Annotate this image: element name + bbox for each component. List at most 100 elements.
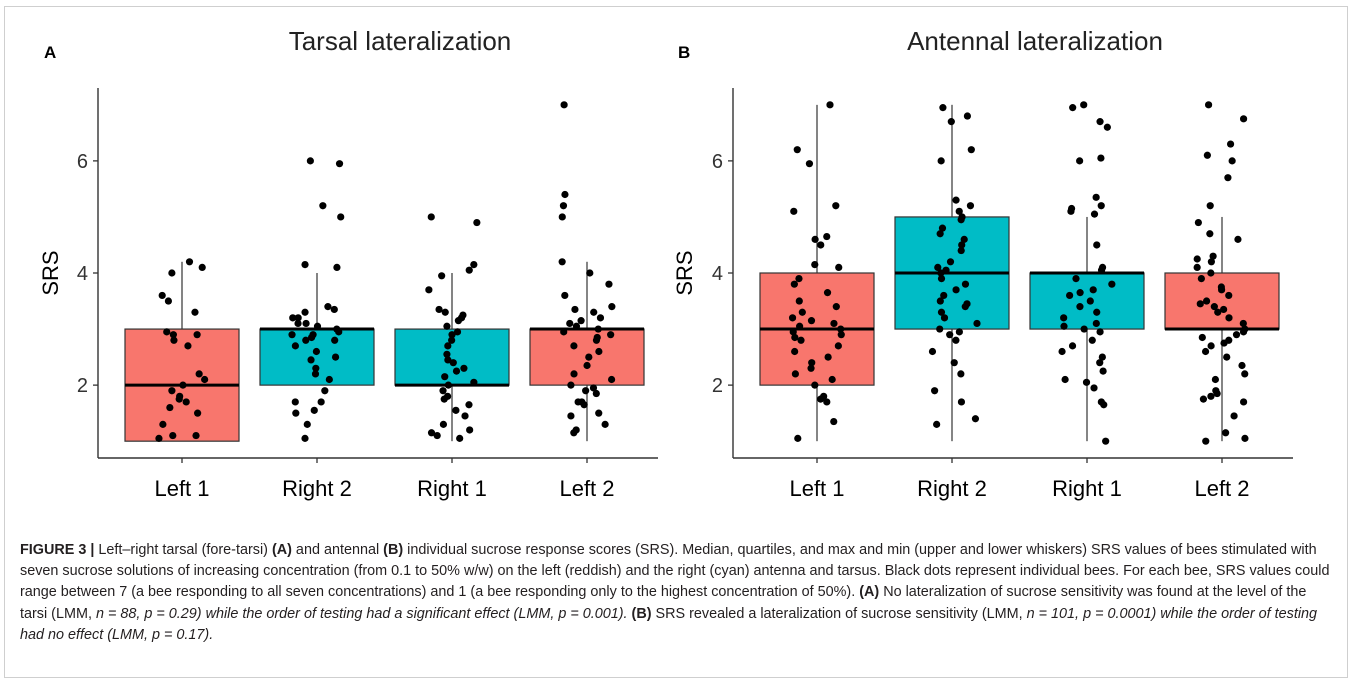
data-point bbox=[832, 303, 840, 311]
data-point bbox=[560, 328, 568, 336]
data-point bbox=[448, 331, 456, 339]
data-point bbox=[427, 213, 435, 221]
data-point bbox=[454, 317, 463, 325]
data-point bbox=[808, 359, 816, 367]
data-point bbox=[1220, 339, 1228, 347]
data-point bbox=[933, 420, 941, 428]
data-point bbox=[957, 370, 965, 378]
data-point bbox=[1210, 303, 1218, 311]
data-point bbox=[175, 395, 183, 403]
data-point bbox=[1201, 347, 1210, 356]
data-point bbox=[1206, 230, 1214, 238]
data-point bbox=[291, 398, 299, 406]
data-point bbox=[811, 260, 819, 269]
data-point bbox=[837, 325, 845, 333]
data-point bbox=[438, 272, 446, 280]
data-point bbox=[1072, 275, 1080, 283]
data-point bbox=[159, 420, 167, 428]
data-point bbox=[302, 336, 310, 344]
data-point bbox=[1241, 370, 1249, 378]
data-point bbox=[1217, 286, 1226, 294]
data-point bbox=[333, 263, 341, 271]
data-point bbox=[1207, 258, 1215, 266]
data-point bbox=[465, 401, 473, 409]
data-point bbox=[288, 331, 296, 339]
x-tick-label: Right 1 bbox=[417, 476, 487, 501]
data-point bbox=[947, 118, 955, 126]
data-point bbox=[325, 375, 333, 384]
data-point bbox=[608, 303, 616, 311]
data-point bbox=[330, 305, 338, 314]
caption-text-1: Left–right tarsal (fore-tarsi) bbox=[94, 542, 272, 558]
data-point bbox=[166, 403, 174, 412]
data-point bbox=[1080, 325, 1088, 333]
data-point bbox=[331, 336, 339, 344]
data-point bbox=[1225, 314, 1233, 322]
data-point bbox=[928, 347, 937, 356]
data-point bbox=[837, 331, 845, 339]
data-point bbox=[444, 342, 452, 350]
data-point bbox=[940, 291, 948, 300]
data-point bbox=[595, 409, 603, 417]
data-point bbox=[335, 160, 344, 168]
data-point bbox=[198, 263, 206, 271]
data-point bbox=[931, 387, 939, 395]
data-point bbox=[170, 336, 178, 344]
data-point bbox=[1207, 269, 1215, 277]
data-point bbox=[957, 216, 965, 224]
chart-title: Tarsal lateralization bbox=[289, 26, 512, 56]
data-point bbox=[566, 319, 574, 328]
data-point bbox=[811, 235, 819, 243]
data-point bbox=[567, 412, 575, 420]
data-point bbox=[1230, 412, 1238, 420]
data-point bbox=[168, 387, 176, 395]
data-point bbox=[470, 260, 478, 269]
data-point bbox=[1086, 297, 1094, 305]
data-point bbox=[601, 420, 609, 428]
data-point bbox=[791, 333, 799, 342]
data-point bbox=[1211, 375, 1220, 384]
data-point bbox=[1204, 101, 1213, 109]
data-point bbox=[1058, 347, 1066, 356]
data-point bbox=[1225, 291, 1233, 300]
data-point bbox=[1239, 328, 1248, 336]
data-point bbox=[201, 375, 209, 384]
figure-panels: A Tarsal lateralization SRS 2 4 6 Left 1 Right … bbox=[38, 26, 1293, 501]
data-point bbox=[967, 146, 975, 154]
data-point bbox=[425, 286, 433, 294]
data-point bbox=[435, 305, 443, 314]
data-point bbox=[583, 361, 591, 370]
data-point bbox=[570, 342, 578, 350]
data-point bbox=[439, 387, 447, 395]
data-point bbox=[590, 308, 598, 316]
data-point bbox=[607, 331, 615, 339]
data-point bbox=[169, 331, 177, 339]
data-point bbox=[826, 101, 834, 109]
data-point bbox=[823, 289, 832, 297]
data-point bbox=[817, 241, 825, 249]
data-point bbox=[312, 364, 320, 372]
x-tick-label: Right 1 bbox=[1052, 476, 1122, 501]
data-point bbox=[1096, 118, 1104, 126]
data-point bbox=[310, 406, 318, 414]
data-point bbox=[934, 263, 942, 271]
data-point bbox=[1207, 342, 1215, 350]
data-point bbox=[955, 207, 963, 215]
data-point bbox=[793, 146, 801, 154]
data-point bbox=[1240, 398, 1248, 406]
caption-figure-label: FIGURE 3 | bbox=[20, 542, 95, 558]
data-point bbox=[1066, 291, 1074, 300]
caption-text-2: and antennal bbox=[291, 542, 384, 558]
caption-p-a2: p = 0.001). bbox=[558, 605, 632, 622]
caption-text-3: individual sucrose response scores (SRS)… bbox=[20, 542, 1330, 601]
data-point bbox=[824, 353, 832, 361]
box-left bbox=[1164, 272, 1280, 330]
data-point bbox=[571, 305, 579, 314]
data-point bbox=[558, 258, 566, 266]
caption-text-4: No lateralization of sucrose sensitivity… bbox=[20, 584, 1307, 622]
data-point bbox=[797, 336, 805, 344]
data-point bbox=[795, 275, 803, 283]
data-point bbox=[559, 202, 568, 210]
data-point bbox=[1067, 207, 1075, 215]
data-point bbox=[317, 398, 325, 406]
